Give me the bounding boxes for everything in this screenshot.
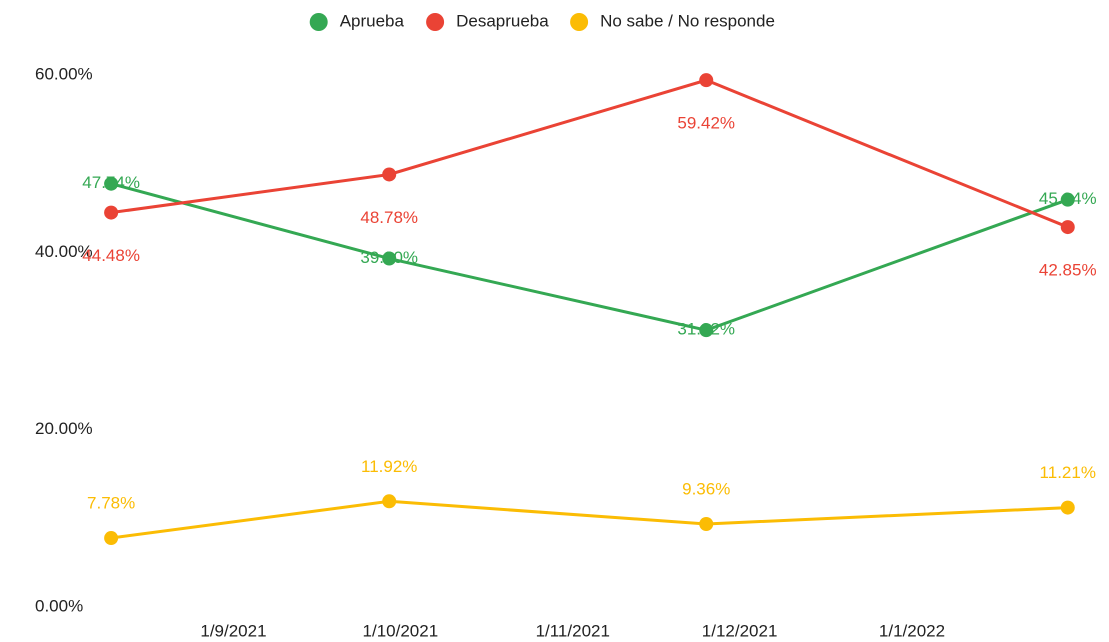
data-label: 7.78% [87,494,135,513]
data-label: 44.48% [82,246,140,265]
data-point [699,517,714,532]
y-tick-label: 20.00% [35,419,93,438]
legend-label: Desaprueba [456,11,549,30]
y-tick-label: 0.00% [35,596,83,615]
data-point [382,494,397,509]
data-point [104,531,119,546]
legend-label: No sabe / No responde [600,11,775,30]
series-line [110,78,1069,229]
data-label: 11.92% [361,457,417,476]
data-point [1060,500,1075,515]
data-label: 39.30% [360,248,418,267]
data-point [382,167,397,182]
data-point [382,251,397,266]
data-label: 48.78% [360,208,418,227]
legend-marker [570,13,589,31]
series-line [110,182,1069,332]
data-point [699,323,714,338]
data-label: 45.94% [1039,189,1097,208]
data-label: 47.74% [82,173,140,192]
data-label: 9.36% [682,479,730,498]
data-label: 42.85% [1039,261,1097,280]
y-tick-label: 40.00% [35,242,93,261]
x-tick-label: 1/9/2021 [200,621,266,640]
x-tick-label: 1/1/2022 [879,621,945,640]
legend-label: Aprueba [340,11,405,30]
legend-marker [309,13,328,31]
data-point [1060,220,1075,235]
data-point [699,73,714,88]
data-point [104,205,119,220]
x-tick-label: 1/12/2021 [702,621,778,640]
data-point [1060,192,1075,207]
x-tick-label: 1/10/2021 [363,621,439,640]
data-label: 11.21% [1040,463,1096,482]
series-line [110,499,1068,540]
data-label: 31.22% [677,320,735,339]
x-tick-label: 1/11/2021 [536,621,610,640]
legend-marker [426,13,445,31]
y-tick-label: 60.00% [35,64,93,83]
data-point [104,176,119,191]
data-label: 59.42% [677,114,735,133]
